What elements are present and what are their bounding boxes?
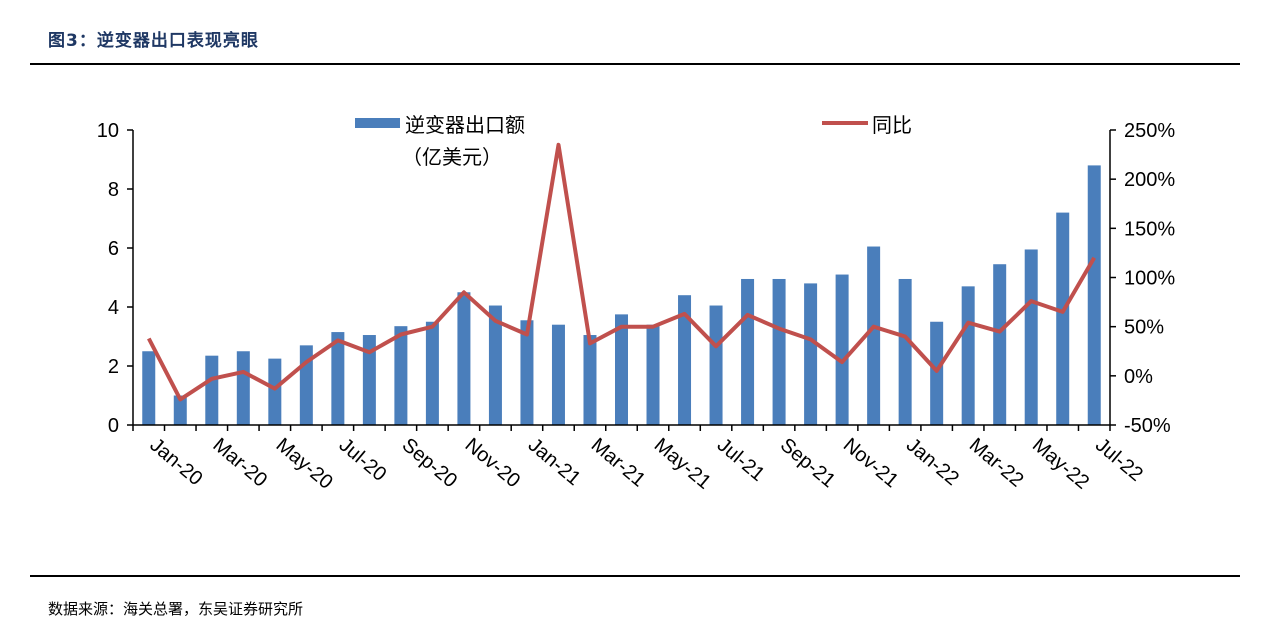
bar xyxy=(205,355,219,425)
x-tick-label: Jul-22 xyxy=(1091,434,1147,486)
bar xyxy=(583,335,597,425)
right-tick-label: -50% xyxy=(1124,415,1171,437)
left-tick-label: 6 xyxy=(108,238,119,260)
legend-bar-swatch xyxy=(355,118,400,128)
bar xyxy=(142,351,156,425)
left-tick-label: 0 xyxy=(108,415,119,437)
bar xyxy=(173,395,187,425)
bar xyxy=(741,278,755,425)
bar xyxy=(867,246,881,425)
bar xyxy=(488,305,502,425)
x-tick-label: Jul-21 xyxy=(713,434,769,486)
figure-title: 图3：逆变器出口表现亮眼 xyxy=(48,31,259,51)
bar xyxy=(835,274,849,425)
top-divider xyxy=(30,63,1240,65)
right-tick-label: 150% xyxy=(1124,218,1175,240)
bar xyxy=(1056,212,1070,425)
x-tick-label: May-21 xyxy=(650,434,715,494)
bar xyxy=(1087,165,1101,425)
left-tick-label: 2 xyxy=(108,356,119,378)
bar xyxy=(993,264,1007,425)
x-tick-label: Mar-22 xyxy=(965,434,1028,492)
bar xyxy=(520,320,534,425)
x-tick-label: Sep-20 xyxy=(398,434,462,492)
line-layer xyxy=(147,142,1096,402)
right-tick-label: 200% xyxy=(1124,169,1175,191)
x-tick-label: Sep-21 xyxy=(776,434,840,492)
x-tick-label: May-22 xyxy=(1028,434,1093,494)
bottom-divider xyxy=(30,575,1240,577)
right-tick-label: 0% xyxy=(1124,366,1153,388)
bar xyxy=(709,305,723,425)
bar xyxy=(772,278,786,425)
x-tick-label: Jul-20 xyxy=(335,434,391,486)
x-tick-label: Mar-20 xyxy=(209,434,272,492)
bar xyxy=(551,324,565,425)
bar xyxy=(236,351,250,425)
bar xyxy=(331,332,345,425)
left-tick-label: 4 xyxy=(108,297,119,319)
x-tick-label: May-20 xyxy=(272,434,337,494)
x-tick-label: Nov-21 xyxy=(839,434,903,492)
legend: 逆变器出口额 （亿美元） 同比 xyxy=(355,113,912,169)
bar xyxy=(362,335,376,425)
legend-bar-label: 逆变器出口额 xyxy=(405,113,525,137)
bar xyxy=(615,314,628,425)
right-tick-label: 250% xyxy=(1124,120,1175,142)
bar xyxy=(1024,249,1038,425)
left-tick-label: 8 xyxy=(108,179,119,201)
bar xyxy=(646,324,660,425)
legend-line-label: 同比 xyxy=(872,113,912,137)
bar xyxy=(678,295,692,425)
right-tick-label: 50% xyxy=(1124,317,1164,339)
x-tick-label: Jan-20 xyxy=(146,434,207,490)
source-note: 数据来源：海关总署，东吴证券研究所 xyxy=(48,600,304,618)
bar xyxy=(425,321,439,425)
x-tick-label: Jan-21 xyxy=(524,434,585,490)
x-tick-label: Jan-22 xyxy=(902,434,963,490)
bar xyxy=(961,286,975,425)
right-tick-label: 100% xyxy=(1124,268,1175,290)
bar xyxy=(457,292,471,425)
bar xyxy=(804,283,818,425)
bar xyxy=(268,358,282,425)
bar xyxy=(394,326,408,425)
bar xyxy=(930,321,944,425)
x-tick-label: Mar-21 xyxy=(587,434,650,492)
legend-bar-unit: （亿美元） xyxy=(402,145,502,169)
bars-layer xyxy=(142,165,1101,425)
x-tick-label: Nov-20 xyxy=(461,434,525,492)
left-tick-label: 10 xyxy=(97,120,119,142)
bar xyxy=(898,278,912,425)
